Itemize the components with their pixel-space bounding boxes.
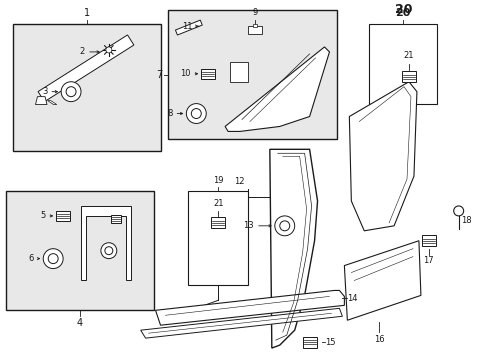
Circle shape [274, 216, 294, 236]
Bar [56, 211, 70, 221]
Text: 14: 14 [346, 294, 357, 303]
Text: 13: 13 [243, 221, 253, 230]
Circle shape [48, 254, 58, 264]
Circle shape [191, 109, 201, 118]
Text: 8: 8 [167, 109, 172, 118]
Polygon shape [141, 308, 342, 338]
Bar [168, 10, 337, 139]
Text: 1: 1 [84, 8, 90, 18]
Circle shape [43, 249, 63, 269]
Text: 5: 5 [40, 211, 45, 220]
Polygon shape [81, 206, 130, 280]
Circle shape [279, 221, 289, 231]
Circle shape [101, 243, 117, 258]
Polygon shape [38, 35, 134, 102]
Text: 2: 2 [80, 48, 85, 57]
Text: 19: 19 [212, 176, 223, 185]
Text: 18: 18 [460, 216, 470, 225]
Polygon shape [175, 20, 202, 35]
Bar [211, 217, 224, 228]
Text: 20: 20 [394, 8, 410, 18]
Polygon shape [36, 96, 47, 105]
Circle shape [105, 47, 112, 53]
Bar [111, 215, 121, 223]
Text: 15: 15 [325, 338, 335, 347]
Text: 11: 11 [182, 22, 192, 31]
Polygon shape [230, 62, 247, 82]
Text: 10: 10 [180, 69, 190, 78]
Text: 9: 9 [252, 8, 257, 17]
Polygon shape [47, 100, 57, 105]
Text: 21: 21 [212, 199, 223, 208]
Bar [421, 235, 435, 246]
Circle shape [61, 82, 81, 102]
Text: 4: 4 [77, 318, 83, 328]
Text: 17: 17 [423, 256, 433, 265]
Bar [6, 191, 153, 310]
Bar [302, 337, 316, 347]
Bar [368, 24, 436, 104]
Circle shape [453, 206, 463, 216]
Text: 6: 6 [28, 254, 33, 263]
Polygon shape [224, 47, 329, 131]
Polygon shape [269, 149, 317, 348]
Polygon shape [155, 291, 344, 325]
Bar [247, 26, 262, 34]
Text: 12: 12 [234, 177, 244, 186]
Bar [201, 69, 215, 79]
Text: 20: 20 [394, 3, 412, 16]
Circle shape [104, 247, 113, 255]
Polygon shape [348, 82, 416, 231]
Bar [252, 24, 257, 27]
Text: 21: 21 [403, 51, 413, 60]
Bar [13, 24, 160, 151]
Text: 7: 7 [156, 70, 162, 80]
Text: 16: 16 [373, 335, 384, 344]
Bar [401, 71, 415, 82]
Text: 3: 3 [42, 87, 47, 96]
Circle shape [66, 87, 76, 96]
Circle shape [186, 104, 206, 123]
Polygon shape [344, 241, 420, 320]
Bar [188, 191, 247, 285]
